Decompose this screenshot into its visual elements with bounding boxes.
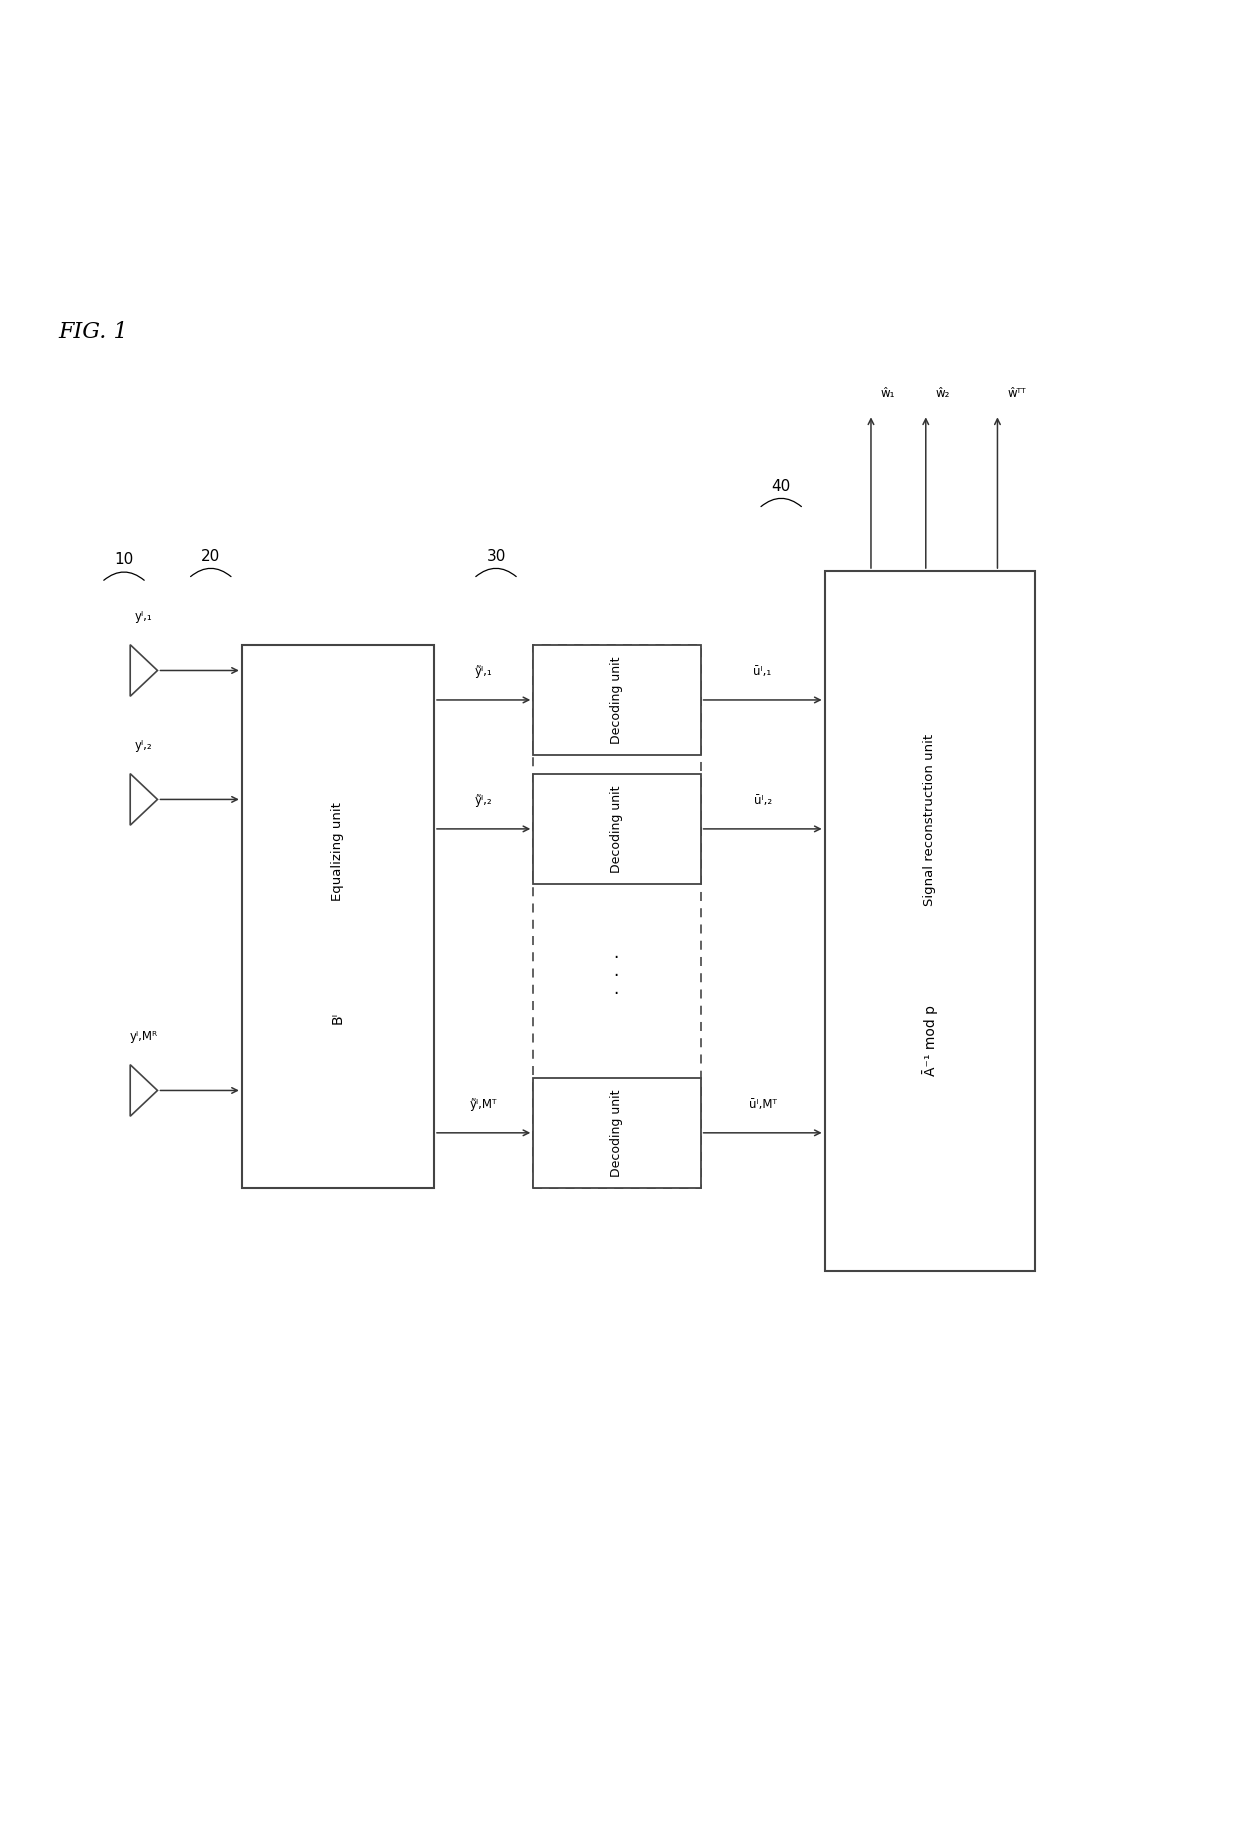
Text: ūᴵ,₁: ūᴵ,₁ bbox=[754, 665, 771, 678]
Text: Ā⁻¹ mod p: Ā⁻¹ mod p bbox=[923, 1006, 937, 1076]
Text: ỹᴵ,₂: ỹᴵ,₂ bbox=[475, 794, 492, 807]
Bar bbox=[533, 1078, 701, 1188]
Text: Signal reconstruction unit: Signal reconstruction unit bbox=[924, 733, 936, 906]
Text: ỹᴵ,₁: ỹᴵ,₁ bbox=[475, 665, 492, 678]
Text: ·
·
·: · · · bbox=[614, 949, 619, 1004]
Text: ūᴵ,Mᵀ: ūᴵ,Mᵀ bbox=[749, 1098, 776, 1111]
Text: 20: 20 bbox=[201, 549, 221, 564]
Bar bbox=[242, 645, 434, 1188]
Bar bbox=[533, 774, 701, 884]
Text: 40: 40 bbox=[771, 479, 791, 494]
Text: ỹᴵ,Mᵀ: ỹᴵ,Mᵀ bbox=[470, 1098, 497, 1111]
Text: Bᴵ: Bᴵ bbox=[331, 1011, 345, 1024]
Text: ūᴵ,₂: ūᴵ,₂ bbox=[754, 794, 771, 807]
Bar bbox=[533, 645, 701, 1188]
Text: 30: 30 bbox=[486, 549, 506, 564]
Text: ŵ₂: ŵ₂ bbox=[936, 387, 950, 400]
Text: FIG. 1: FIG. 1 bbox=[58, 321, 128, 343]
Text: yᴵ,₁: yᴵ,₁ bbox=[135, 610, 153, 623]
Text: yᴵ,Mᴿ: yᴵ,Mᴿ bbox=[130, 1030, 157, 1043]
Text: Equalizing unit: Equalizing unit bbox=[331, 803, 345, 901]
Text: Decoding unit: Decoding unit bbox=[610, 1089, 624, 1177]
Text: Decoding unit: Decoding unit bbox=[610, 785, 624, 873]
Text: ŵ₁: ŵ₁ bbox=[880, 387, 895, 400]
Text: ŵᵀᵀ: ŵᵀᵀ bbox=[1007, 387, 1025, 400]
Text: yᴵ,₂: yᴵ,₂ bbox=[135, 739, 153, 752]
Text: Decoding unit: Decoding unit bbox=[610, 656, 624, 744]
Bar bbox=[533, 645, 701, 755]
Text: 10: 10 bbox=[114, 553, 134, 567]
Bar bbox=[825, 571, 1035, 1271]
